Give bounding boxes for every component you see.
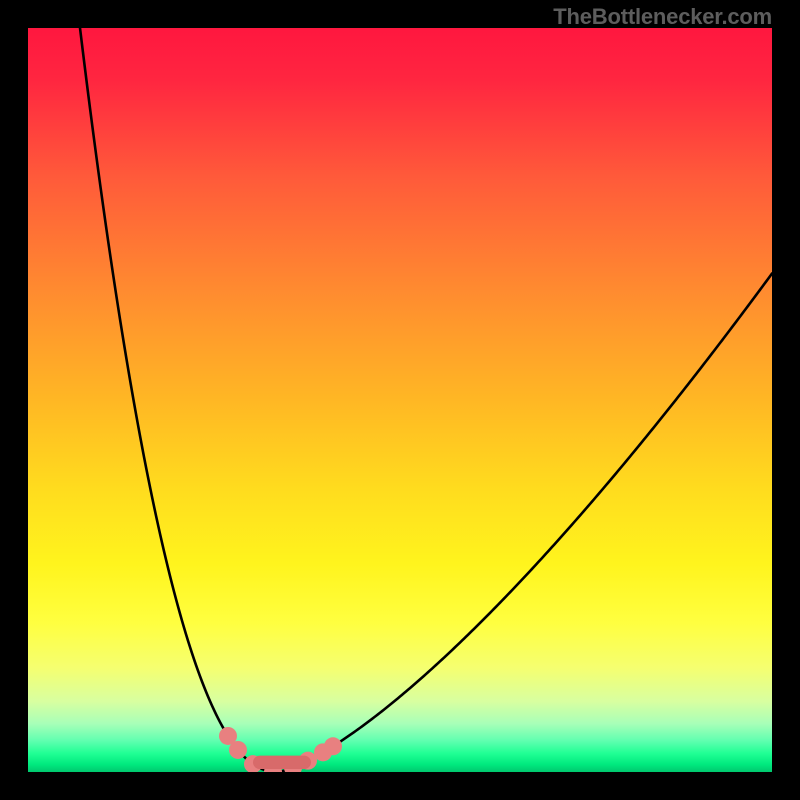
curve-highlight-dot [229, 741, 247, 759]
chart-plot-area [28, 28, 772, 772]
curve-highlight-dot [324, 737, 342, 755]
chart-background [28, 28, 772, 772]
chart-svg [28, 28, 772, 772]
floor-highlight [253, 756, 311, 769]
watermark-text: TheBottlenecker.com [553, 4, 772, 30]
